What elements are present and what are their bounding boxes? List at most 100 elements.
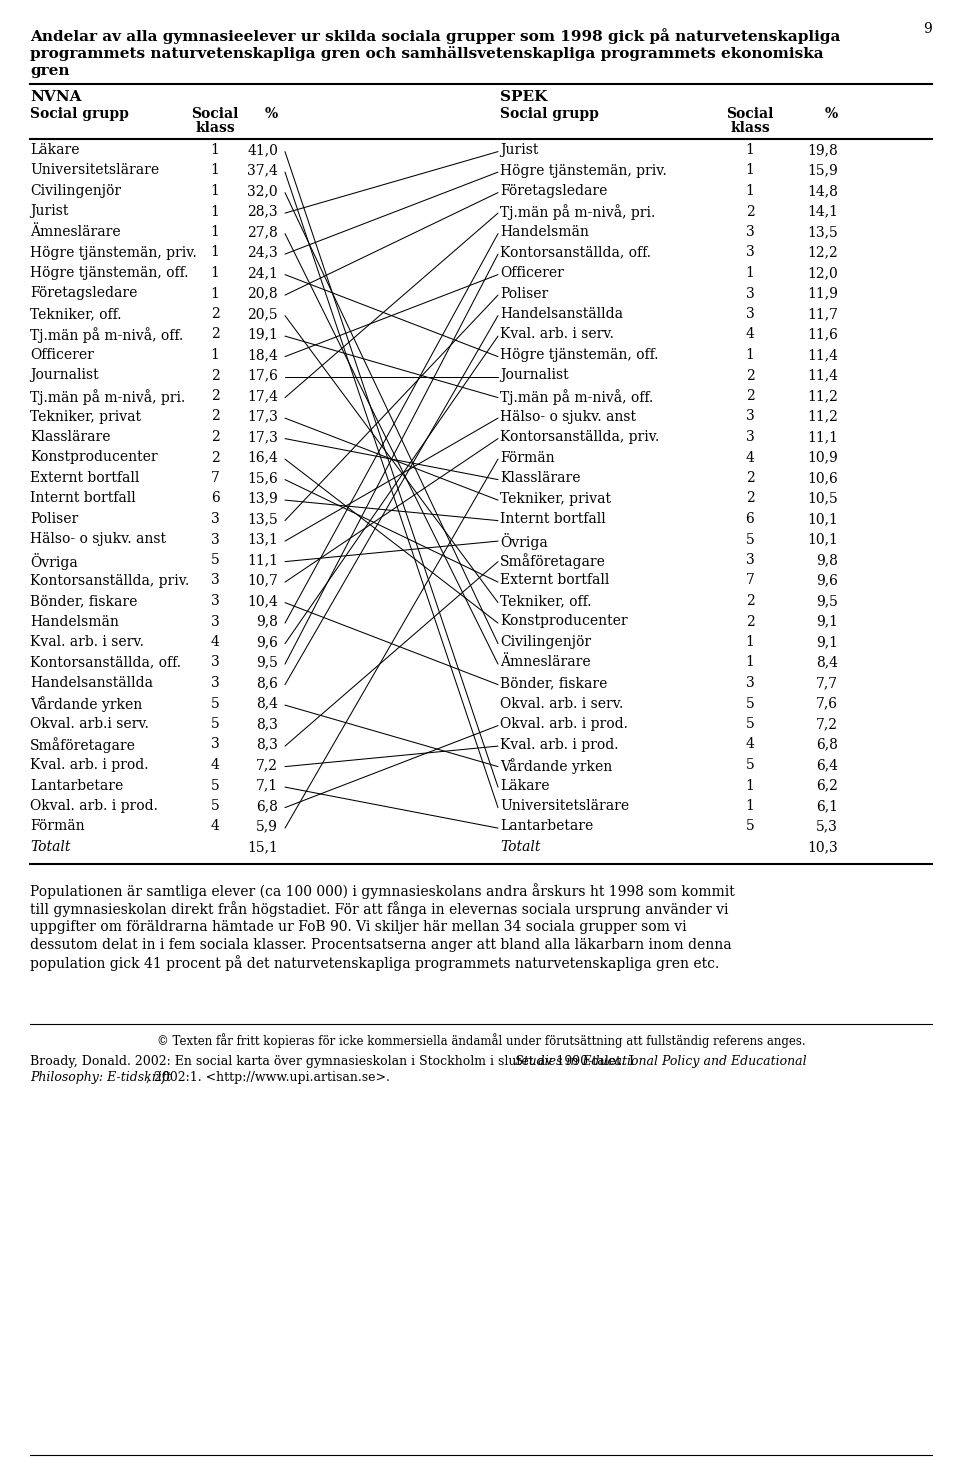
- Text: Civilingenjör: Civilingenjör: [30, 184, 121, 198]
- Text: 1: 1: [210, 163, 220, 178]
- Text: 2: 2: [210, 429, 220, 444]
- Text: 4: 4: [210, 758, 220, 772]
- Text: population gick 41 procent på det naturvetenskapliga programmets naturvetenskapl: population gick 41 procent på det naturv…: [30, 955, 719, 972]
- Text: 9,6: 9,6: [256, 635, 278, 649]
- Text: Handelsanställda: Handelsanställda: [500, 307, 623, 321]
- Text: Högre tjänstemän, priv.: Högre tjänstemän, priv.: [30, 246, 197, 259]
- Text: Internt bortfall: Internt bortfall: [30, 492, 135, 505]
- Text: 13,1: 13,1: [247, 533, 278, 546]
- Text: Social: Social: [727, 107, 774, 121]
- Text: Internt bortfall: Internt bortfall: [500, 512, 606, 526]
- Text: Läkare: Läkare: [30, 144, 80, 157]
- Text: 5: 5: [746, 758, 755, 772]
- Text: 1: 1: [210, 348, 220, 361]
- Text: Tekniker, off.: Tekniker, off.: [500, 594, 591, 609]
- Text: 3: 3: [210, 675, 220, 690]
- Text: 2: 2: [746, 615, 755, 628]
- Text: Tj.män på m-nivå, pri.: Tj.män på m-nivå, pri.: [30, 390, 185, 404]
- Text: Social grupp: Social grupp: [500, 107, 599, 121]
- Text: Totalt: Totalt: [30, 840, 70, 855]
- Text: Kval. arb. i serv.: Kval. arb. i serv.: [30, 635, 144, 649]
- Text: 8,3: 8,3: [256, 717, 278, 732]
- Text: , 2002:1. <http://www.upi.artisan.se>.: , 2002:1. <http://www.upi.artisan.se>.: [146, 1071, 390, 1084]
- Text: Philosophy: E-tidskrift: Philosophy: E-tidskrift: [30, 1071, 172, 1084]
- Text: 17,3: 17,3: [247, 410, 278, 424]
- Text: 8,6: 8,6: [256, 675, 278, 690]
- Text: 11,2: 11,2: [807, 390, 838, 403]
- Text: Poliser: Poliser: [30, 512, 79, 526]
- Text: Högre tjänstemän, off.: Högre tjänstemän, off.: [500, 348, 659, 361]
- Text: SPEK: SPEK: [500, 90, 547, 104]
- Text: 12,2: 12,2: [807, 246, 838, 259]
- Text: 7,6: 7,6: [816, 696, 838, 711]
- Text: Poliser: Poliser: [500, 286, 548, 301]
- Text: Journalist: Journalist: [30, 369, 99, 382]
- Text: 6: 6: [210, 492, 220, 505]
- Text: 1: 1: [210, 246, 220, 259]
- Text: dessutom delat in i fem sociala klasser. Procentsatserna anger att bland alla lä: dessutom delat in i fem sociala klasser.…: [30, 937, 732, 951]
- Text: NVNA: NVNA: [30, 90, 82, 104]
- Text: 27,8: 27,8: [248, 225, 278, 238]
- Text: 5: 5: [210, 800, 220, 813]
- Text: Handelsmän: Handelsmän: [30, 615, 119, 628]
- Text: 3: 3: [746, 410, 755, 424]
- Text: Officerer: Officerer: [30, 348, 94, 361]
- Text: Klasslärare: Klasslärare: [500, 471, 581, 484]
- Text: Övriga: Övriga: [30, 552, 78, 570]
- Text: Högre tjänstemän, priv.: Högre tjänstemän, priv.: [500, 163, 667, 178]
- Text: 10,7: 10,7: [247, 573, 278, 588]
- Text: 20,5: 20,5: [248, 307, 278, 321]
- Text: Tj.män på m-nivå, pri.: Tj.män på m-nivå, pri.: [500, 204, 656, 221]
- Text: 4: 4: [210, 819, 220, 834]
- Text: 13,5: 13,5: [248, 512, 278, 526]
- Text: 10,1: 10,1: [807, 512, 838, 526]
- Text: Andelar av alla gymnasieelever ur skilda sociala grupper som 1998 gick på naturv: Andelar av alla gymnasieelever ur skilda…: [30, 28, 840, 44]
- Text: 6,2: 6,2: [816, 779, 838, 792]
- Text: 6,8: 6,8: [816, 738, 838, 751]
- Text: 10,6: 10,6: [807, 471, 838, 484]
- Text: 17,4: 17,4: [247, 390, 278, 403]
- Text: Okval. arb.i serv.: Okval. arb.i serv.: [30, 717, 149, 732]
- Text: Externt bortfall: Externt bortfall: [30, 471, 139, 484]
- Text: 3: 3: [210, 533, 220, 546]
- Text: 3: 3: [746, 552, 755, 567]
- Text: 11,2: 11,2: [807, 410, 838, 424]
- Text: Vårdande yrken: Vårdande yrken: [500, 758, 612, 775]
- Text: 2: 2: [746, 492, 755, 505]
- Text: 19,8: 19,8: [807, 144, 838, 157]
- Text: 11,4: 11,4: [807, 348, 838, 361]
- Text: 5,3: 5,3: [816, 819, 838, 834]
- Text: Småföretagare: Småföretagare: [30, 738, 136, 754]
- Text: 2: 2: [746, 369, 755, 382]
- Text: 5: 5: [746, 533, 755, 546]
- Text: 1: 1: [210, 225, 220, 238]
- Text: Småföretagare: Småföretagare: [500, 552, 606, 569]
- Text: Jurist: Jurist: [30, 204, 68, 219]
- Text: Tj.män på m-nivå, off.: Tj.män på m-nivå, off.: [500, 390, 653, 404]
- Text: 24,3: 24,3: [248, 246, 278, 259]
- Text: Bönder, fiskare: Bönder, fiskare: [500, 675, 608, 690]
- Text: Okval. arb. i prod.: Okval. arb. i prod.: [500, 717, 628, 732]
- Text: 9,1: 9,1: [816, 615, 838, 628]
- Text: 13,9: 13,9: [248, 492, 278, 505]
- Text: 17,6: 17,6: [247, 369, 278, 382]
- Text: 7,7: 7,7: [816, 675, 838, 690]
- Text: 9: 9: [924, 22, 932, 36]
- Text: 4: 4: [746, 327, 755, 342]
- Text: 11,9: 11,9: [807, 286, 838, 301]
- Text: 3: 3: [210, 512, 220, 526]
- Text: 1: 1: [746, 635, 755, 649]
- Text: Social: Social: [191, 107, 239, 121]
- Text: %: %: [265, 107, 278, 121]
- Text: Övriga: Övriga: [500, 533, 548, 549]
- Text: Ämneslärare: Ämneslärare: [500, 656, 590, 669]
- Text: programmets naturvetenskapliga gren och samhällsvetenskapliga programmets ekonom: programmets naturvetenskapliga gren och …: [30, 46, 824, 61]
- Text: %: %: [825, 107, 838, 121]
- Text: 11,1: 11,1: [807, 429, 838, 444]
- Text: 24,1: 24,1: [247, 267, 278, 280]
- Text: 1: 1: [210, 204, 220, 219]
- Text: 8,3: 8,3: [256, 738, 278, 751]
- Text: 1: 1: [210, 286, 220, 301]
- Text: 8,4: 8,4: [816, 656, 838, 669]
- Text: Lantarbetare: Lantarbetare: [500, 819, 593, 834]
